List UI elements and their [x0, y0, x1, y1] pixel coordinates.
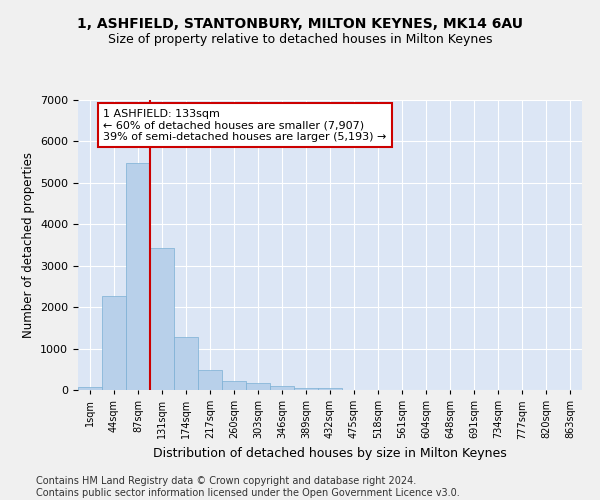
Bar	[78, 387, 102, 390]
Text: Size of property relative to detached houses in Milton Keynes: Size of property relative to detached ho…	[108, 32, 492, 46]
X-axis label: Distribution of detached houses by size in Milton Keynes: Distribution of detached houses by size …	[153, 447, 507, 460]
Bar	[198, 370, 222, 390]
Y-axis label: Number of detached properties: Number of detached properties	[22, 152, 35, 338]
Text: 1 ASHFIELD: 133sqm
← 60% of detached houses are smaller (7,907)
39% of semi-deta: 1 ASHFIELD: 133sqm ← 60% of detached hou…	[103, 108, 386, 142]
Bar	[222, 382, 246, 390]
Bar	[102, 296, 126, 390]
Bar	[318, 388, 342, 390]
Text: 1, ASHFIELD, STANTONBURY, MILTON KEYNES, MK14 6AU: 1, ASHFIELD, STANTONBURY, MILTON KEYNES,…	[77, 18, 523, 32]
Bar	[246, 384, 270, 390]
Bar	[270, 386, 294, 390]
Bar	[294, 388, 318, 390]
Bar	[126, 163, 150, 390]
Text: Contains HM Land Registry data © Crown copyright and database right 2024.
Contai: Contains HM Land Registry data © Crown c…	[36, 476, 460, 498]
Bar	[174, 336, 198, 390]
Bar	[150, 248, 174, 390]
